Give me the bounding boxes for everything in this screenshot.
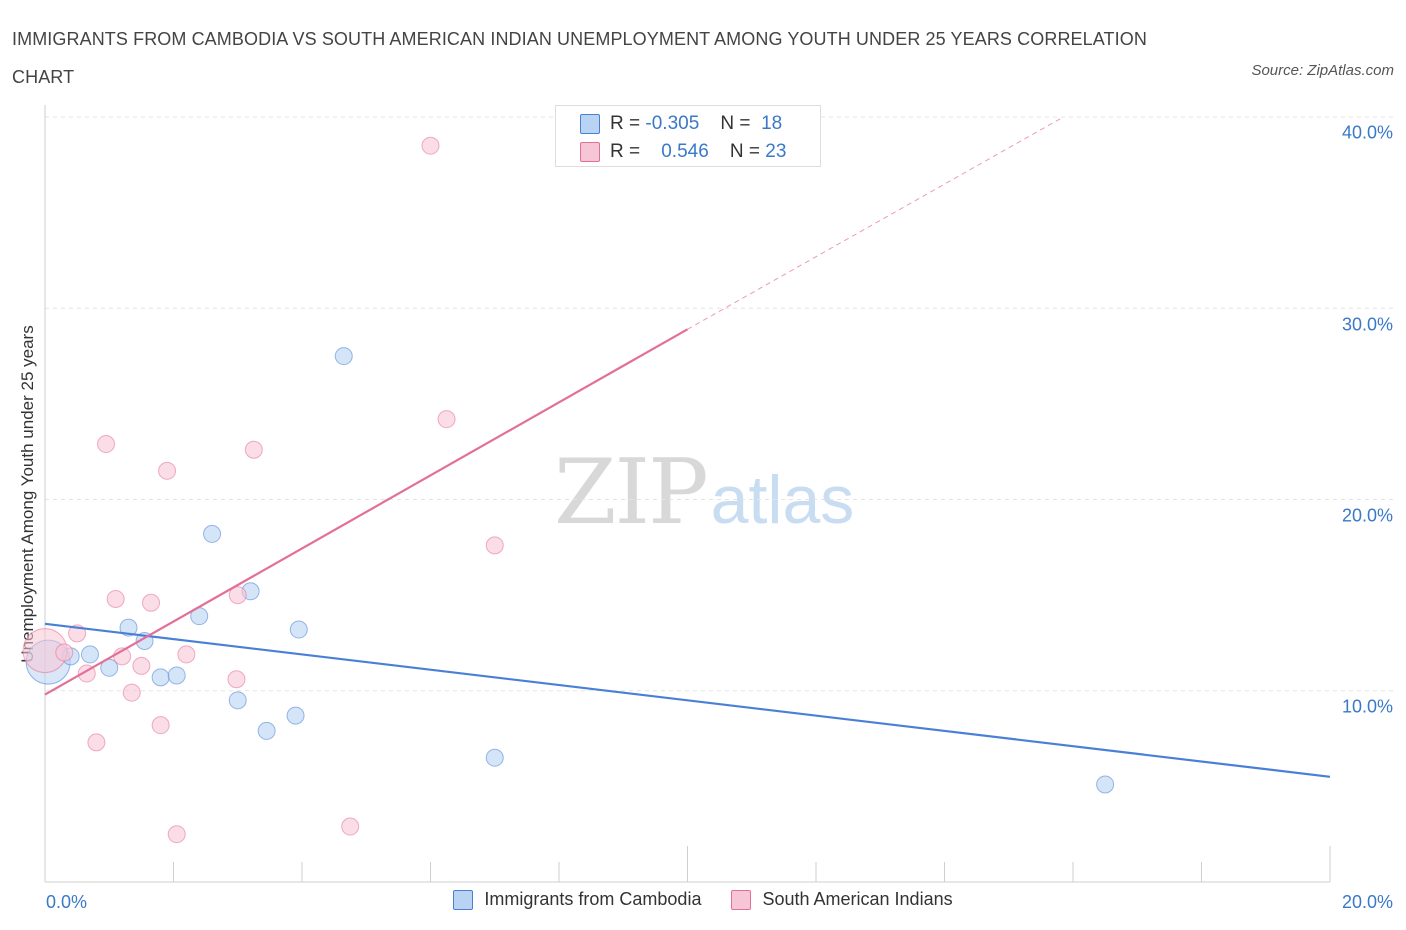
data-point-cambodia-7 (167, 666, 186, 685)
data-point-sai-5 (97, 435, 116, 454)
data-point-sai-9 (132, 656, 151, 675)
n-label: N = (720, 113, 751, 134)
trend-line-cambodia (44, 622, 1331, 778)
data-point-cambodia-10 (228, 691, 247, 710)
source-label: Source: ZipAtlas.com (1251, 62, 1394, 79)
legend-swatch-sai (731, 889, 752, 910)
series-legend: Immigrants from Cambodia South American … (0, 889, 1406, 910)
y-tick-label-40: 40.0% (1341, 122, 1393, 143)
data-point-sai-14 (177, 645, 196, 664)
legend-swatch-sai (580, 142, 600, 162)
data-point-sai-11 (151, 716, 170, 735)
y-tick-label-30: 30.0% (1341, 314, 1393, 335)
r-value-cambodia: -0.305 (645, 113, 700, 134)
data-point-cambodia-2 (80, 645, 99, 664)
legend-swatch-cambodia (453, 889, 474, 910)
watermark-zip: ZIP (554, 440, 709, 545)
data-point-sai-4 (87, 733, 106, 752)
data-point-cambodia-14 (289, 620, 308, 639)
trend-line-sai (44, 328, 689, 696)
data-point-sai-20 (421, 136, 440, 155)
data-point-cambodia-12 (257, 721, 276, 740)
data-point-sai-15 (227, 670, 246, 689)
n-value-cambodia: 18 (761, 113, 783, 134)
data-point-sai-21 (485, 536, 504, 555)
x-tick-label-min: 0.0% (46, 892, 88, 912)
stats-legend-row-cambodia: R = -0.305 N = 18 (580, 111, 782, 137)
data-point-sai-18 (341, 817, 360, 836)
legend-label-sai: South American Indians (762, 889, 953, 909)
n-label: N = (729, 141, 761, 162)
data-point-cambodia-16 (485, 748, 504, 767)
legend-item-cambodia[interactable]: Immigrants from Cambodia (453, 889, 701, 910)
data-point-sai-10 (142, 593, 161, 612)
data-point-sai-16 (228, 586, 247, 605)
r-label: R = (610, 113, 641, 134)
data-point-sai-17 (244, 440, 263, 459)
stats-legend: R = -0.305 N = 18 R = 0.546 N = 23 (555, 105, 821, 167)
x-tick-label-max: 20.0% (1341, 892, 1393, 912)
data-point-sai-13 (167, 825, 186, 844)
data-point-cambodia-9 (203, 524, 222, 543)
data-point-cambodia-6 (151, 668, 170, 687)
data-point-sai-6 (106, 589, 125, 608)
legend-swatch-cambodia (580, 114, 600, 134)
y-tick-label-20: 20.0% (1341, 505, 1393, 526)
data-point-sai-1 (55, 643, 74, 662)
legend-item-sai[interactable]: South American Indians (731, 889, 953, 910)
data-point-cambodia-15 (334, 347, 353, 366)
stats-legend-row-sai: R = 0.546 N = 23 (580, 139, 786, 165)
data-point-sai-12 (158, 461, 177, 480)
r-label: R = (610, 141, 641, 162)
data-point-cambodia-17 (1096, 775, 1115, 794)
data-point-cambodia-4 (119, 618, 138, 637)
y-tick-label-10: 10.0% (1341, 696, 1393, 717)
data-point-sai-19 (437, 410, 456, 429)
n-value-sai: 23 (765, 141, 787, 162)
chart-title: IMMIGRANTS FROM CAMBODIA VS SOUTH AMERIC… (12, 29, 1147, 87)
data-point-cambodia-13 (286, 706, 305, 725)
data-point-sai-8 (122, 683, 141, 702)
r-value-sai: 0.546 (661, 141, 709, 162)
legend-label-cambodia: Immigrants from Cambodia (484, 889, 702, 909)
